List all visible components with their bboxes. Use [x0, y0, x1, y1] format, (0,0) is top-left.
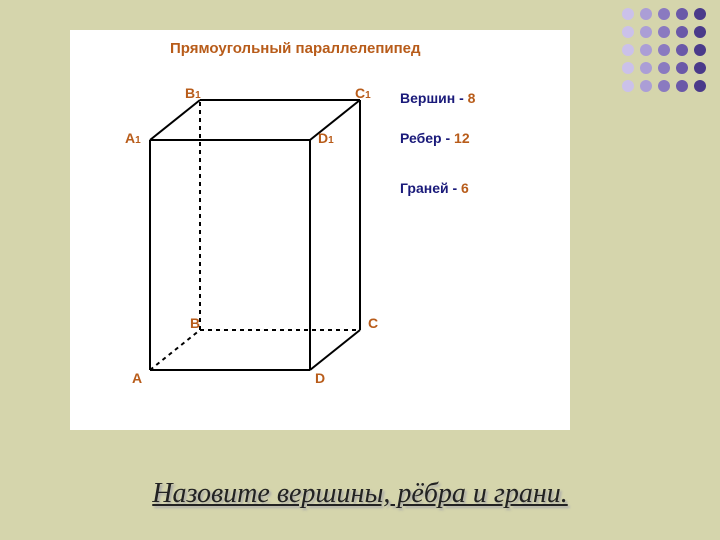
- label-D1: D1: [318, 130, 334, 146]
- panel-title: Прямоугольный параллелепипед: [170, 40, 421, 57]
- label-C1: C1: [355, 85, 371, 101]
- cuboid-diagram: [130, 70, 390, 400]
- corner-dots: [622, 8, 708, 94]
- main-panel: Прямоугольный параллелепипед B1 C1 A1 D1…: [70, 30, 570, 430]
- label-A: A: [132, 370, 142, 386]
- label-A1: A1: [125, 130, 141, 146]
- caption-text: Назовите вершины, рёбра и грани.: [0, 478, 720, 510]
- info-vertices: Вершин - 8: [400, 90, 475, 106]
- label-B: B: [190, 315, 200, 331]
- label-C: C: [368, 315, 378, 331]
- info-faces: Граней - 6: [400, 180, 469, 196]
- label-B1: B1: [185, 85, 201, 101]
- label-D: D: [315, 370, 325, 386]
- info-edges: Ребер - 12: [400, 130, 470, 146]
